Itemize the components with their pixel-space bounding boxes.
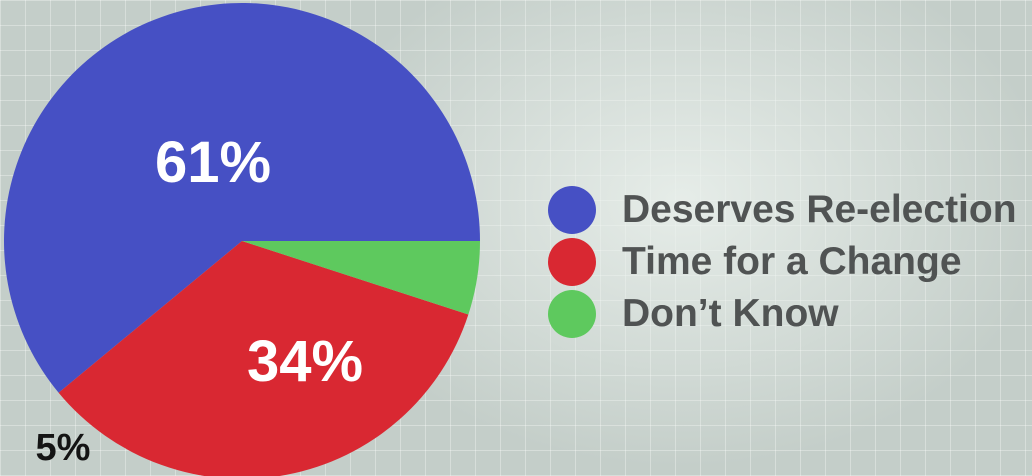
pie-slices (3, 3, 480, 476)
legend-swatch-red (548, 238, 596, 286)
legend-label: Deserves Re-election (622, 188, 1017, 231)
legend: Deserves Re-election Time for a Change D… (548, 184, 1017, 340)
slice-label-time-for-a-change: 34% (247, 329, 363, 394)
slice-label-dont-know: 5% (36, 427, 91, 469)
legend-swatch-green (548, 290, 596, 338)
legend-item-dont-know: Don’t Know (548, 288, 1017, 340)
legend-item-deserves-re-election: Deserves Re-election (548, 184, 1017, 236)
legend-item-time-for-a-change: Time for a Change (548, 236, 1017, 288)
pie-slice-time-for-a-change (58, 241, 469, 476)
legend-label: Time for a Change (622, 240, 962, 283)
legend-label: Don’t Know (622, 292, 839, 335)
slice-label-deserves-re-election: 61% (155, 130, 271, 195)
pie-slice-deserves-re-election (3, 3, 480, 393)
legend-swatch-blue (548, 186, 596, 234)
pie-labels: 61% 34% 5% (36, 130, 364, 469)
pie-slice-dont-know (242, 241, 480, 315)
